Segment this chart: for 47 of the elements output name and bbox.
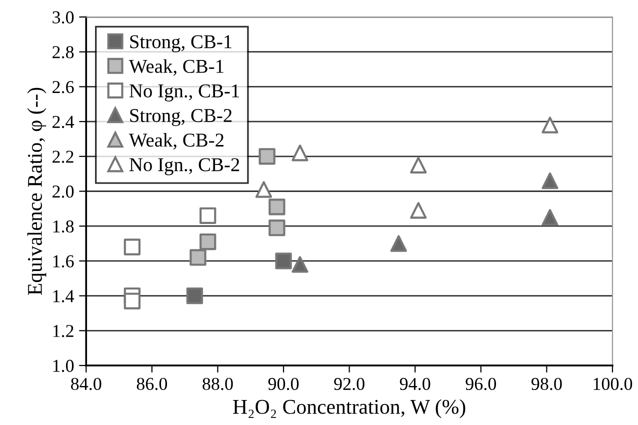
point	[186, 287, 204, 304]
legend-label: Strong, CB-2	[130, 109, 232, 126]
point	[292, 144, 308, 162]
legend-label: No Ign., CB-2	[129, 158, 240, 176]
y-axis-title: Equivalence Ratio, φ (--)	[27, 88, 46, 295]
point	[190, 249, 206, 266]
point	[390, 235, 407, 252]
x-tick-label: 98.0	[531, 378, 562, 390]
legend-label: Weak, CB-1	[128, 59, 224, 76]
y-tick-label: 1.4	[53, 290, 74, 302]
point	[268, 220, 286, 236]
point	[275, 252, 292, 270]
point	[200, 207, 216, 224]
x-tick-label: 84.0	[71, 378, 102, 390]
y-tick-label: 2.8	[52, 46, 74, 58]
legend-label: No Ign., CB-1	[129, 84, 240, 102]
y-tick-label: 2.4	[52, 116, 74, 128]
point	[258, 148, 276, 165]
y-tick-label: 3.0	[52, 11, 74, 24]
x-axis-title: H₂O₂ Concentration, W (%)	[233, 399, 466, 418]
y-tick-label: 2.0	[52, 186, 74, 198]
x-tick-label: 92.0	[334, 378, 364, 390]
y-tick-label: 1.6	[53, 255, 74, 268]
y-tick-label: 1.2	[53, 324, 74, 338]
y-tick-label: 2.2	[52, 150, 74, 163]
x-tick-label: 96.0	[466, 378, 496, 390]
legend-label: Strong, CB-1	[130, 35, 232, 52]
x-tick-label: 100.0	[594, 378, 632, 390]
point	[124, 292, 141, 310]
y-tick-label: 1.0	[53, 360, 74, 372]
point	[410, 156, 427, 174]
point	[268, 198, 286, 216]
point	[124, 238, 141, 256]
y-tick-label: 1.8	[53, 220, 74, 233]
y-tick-label: 2.6	[52, 81, 74, 94]
point	[410, 202, 427, 219]
point	[542, 209, 558, 226]
point	[292, 256, 308, 273]
point	[255, 181, 272, 198]
point	[542, 172, 558, 190]
point	[542, 116, 558, 134]
x-tick-label: 94.0	[400, 378, 430, 390]
x-tick-label: 86.0	[136, 378, 168, 390]
x-tick-label: 90.0	[268, 378, 299, 390]
x-tick-label: 88.0	[202, 378, 233, 390]
point	[200, 233, 216, 250]
legend-label: Weak, CB-2	[128, 133, 224, 150]
